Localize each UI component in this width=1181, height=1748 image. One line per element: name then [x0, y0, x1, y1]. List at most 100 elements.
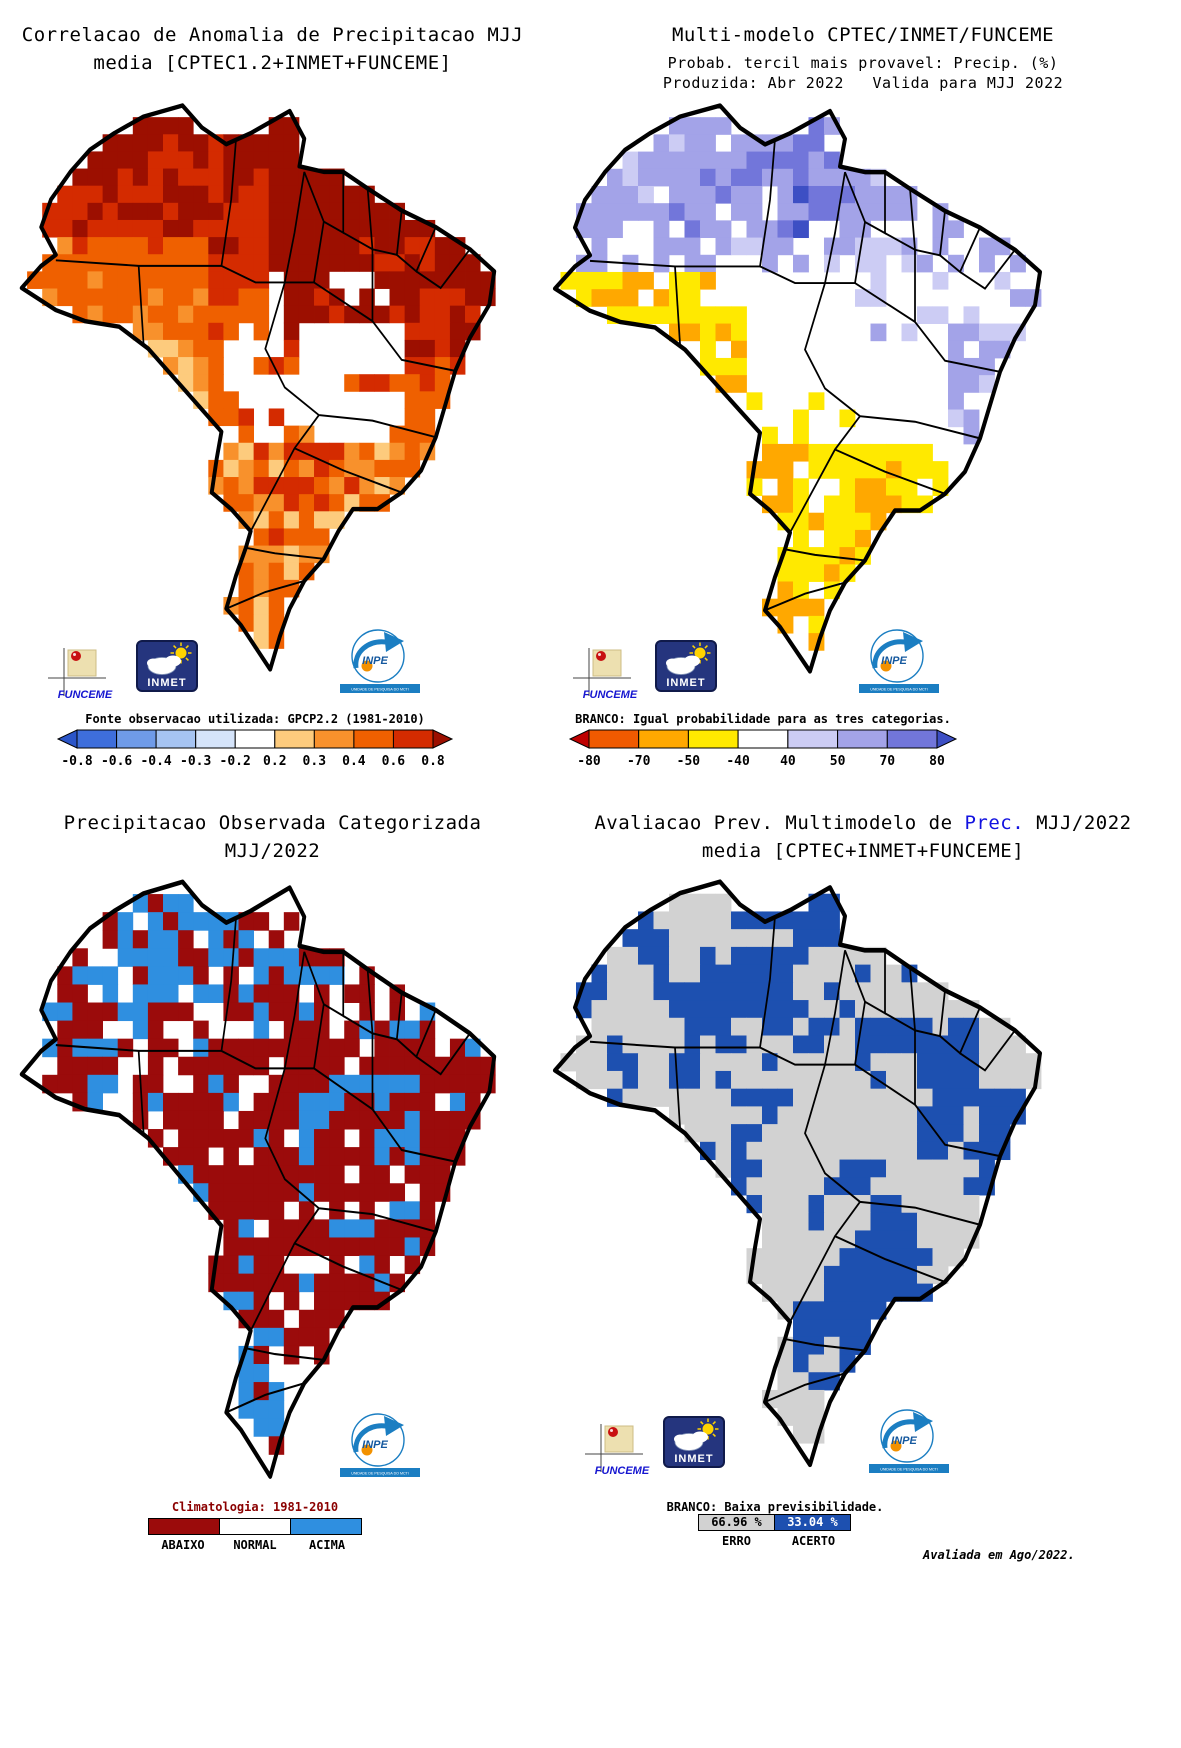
map-tercile-brazil: [553, 103, 1042, 674]
svg-text:-0.8: -0.8: [61, 754, 92, 769]
state-boundaries: [55, 138, 471, 610]
colorbar: -0.8 -0.6 -0.4 -0.3 -0.2 0.2 0.3 0.4 0.6 0.8: [56, 729, 454, 769]
inmet-logo: INMET: [136, 640, 198, 700]
panel-evaluation: Avaliacao Prev. Multimodelo de Prec. MJJ…: [545, 800, 1181, 1630]
panel3-title-line2: MJJ/2022: [224, 840, 321, 862]
svg-text:INPE: INPE: [891, 1435, 917, 1447]
panel3-title-line1: Precipitacao Observada Categorizada: [63, 812, 482, 834]
svg-text:FUNCEME: FUNCEME: [595, 1465, 650, 1477]
state-boundaries: [55, 916, 471, 1414]
svg-text:INMET: INMET: [147, 677, 186, 689]
svg-text:UNIDADE DE PESQUISA DO MCTI: UNIDADE DE PESQUISA DO MCTI: [880, 1468, 938, 1472]
panel2-title-line2: Probab. tercil mais provavel: Precip. (%…: [667, 54, 1059, 72]
observed-legend: Climatologia: 1981-2010 ABAIXO NORMAL ACIMA: [120, 1500, 390, 1552]
panel4-title-line1: Avaliacao Prev. Multimodelo de Prec. MJJ…: [545, 812, 1181, 834]
legend-label-normal: NORMAL: [233, 1538, 277, 1552]
stat-box-acerto: 33.04 %: [774, 1514, 851, 1531]
inmet-logo: INMET: [655, 640, 717, 700]
svg-text:-40: -40: [726, 754, 750, 769]
svg-text:-0.2: -0.2: [220, 754, 251, 769]
inpe-logo: INPE UNIDADE DE PESQUISA DO MCTI: [338, 1412, 422, 1482]
panel2-title-line3: Produzida: Abr 2022 Valida para MJJ 2022: [662, 74, 1064, 92]
climatology-note: Climatologia: 1981-2010: [171, 1500, 339, 1514]
svg-text:INMET: INMET: [674, 1453, 713, 1465]
svg-text:INMET: INMET: [666, 677, 705, 689]
country-outline: [19, 879, 497, 1479]
colorbar-tercile: BRANCO: Igual probabilidade para as tres…: [567, 712, 959, 777]
legend-box-abaixo: [147, 1518, 220, 1535]
colorbar: -80 -70 -50 -40 40 50 70 80: [568, 729, 958, 769]
stat-labels: ERRO ACERTO: [695, 1531, 855, 1548]
legend-label-acima: ACIMA: [308, 1538, 346, 1552]
svg-text:70: 70: [879, 754, 895, 769]
panel2-title-line1: Multi-modelo CPTEC/INMET/FUNCEME: [671, 24, 1055, 46]
svg-text:40: 40: [780, 754, 796, 769]
svg-text:-0.6: -0.6: [101, 754, 132, 769]
funceme-logo: FUNCEME: [48, 644, 122, 706]
category-legend-bar: [120, 1518, 390, 1535]
legend-box-acima: [289, 1518, 362, 1535]
evaluation-note: BRANCO: Baixa previsibilidade.: [666, 1500, 884, 1514]
country-outline: [553, 103, 1042, 674]
panel-observed: Precipitacao Observada Categorizada MJJ/…: [0, 800, 545, 1600]
stat-label-erro: ERRO: [722, 1534, 751, 1548]
svg-text:50: 50: [830, 754, 846, 769]
map-grid: [27, 117, 496, 649]
state-boundaries: [589, 138, 1016, 612]
colorbar-label: BRANCO: Igual probabilidade para as tres…: [575, 712, 951, 726]
svg-text:FUNCEME: FUNCEME: [58, 689, 113, 701]
category-legend-labels: ABAIXO NORMAL ACIMA: [120, 1535, 390, 1552]
panel4-title-part: Prec.: [964, 812, 1025, 834]
panel4-title-part: Avaliacao Prev. Multimodelo de: [594, 812, 965, 834]
svg-text:UNIDADE DE PESQUISA DO MCTI: UNIDADE DE PESQUISA DO MCTI: [351, 688, 409, 692]
legend-box-normal: [218, 1518, 291, 1535]
country-outline: [553, 879, 1042, 1468]
stat-label-acerto: ACERTO: [791, 1534, 836, 1548]
panel-tercile-forecast: Multi-modelo CPTEC/INMET/FUNCEME Probab.…: [545, 14, 1181, 786]
map-grid: [560, 117, 1042, 651]
panel4-title-line2: media [CPTEC+INMET+FUNCEME]: [701, 840, 1025, 862]
panel4-title-part: MJJ/2022: [1024, 812, 1132, 834]
svg-text:0.3: 0.3: [303, 754, 326, 769]
svg-text:-70: -70: [627, 754, 651, 769]
svg-text:INPE: INPE: [362, 1439, 388, 1451]
funceme-logo: FUNCEME: [573, 644, 647, 706]
svg-text:0.6: 0.6: [382, 754, 406, 769]
inpe-logo: INPE UNIDADE DE PESQUISA DO MCTI: [338, 628, 422, 698]
svg-text:-0.4: -0.4: [140, 754, 171, 769]
svg-text:INPE: INPE: [362, 655, 388, 667]
svg-text:INPE: INPE: [881, 655, 907, 667]
colorbar-label: Fonte observacao utilizada: GPCP2.2 (198…: [85, 712, 425, 726]
svg-text:UNIDADE DE PESQUISA DO MCTI: UNIDADE DE PESQUISA DO MCTI: [870, 688, 928, 692]
svg-text:0.4: 0.4: [342, 754, 366, 769]
funceme-logo: FUNCEME: [585, 1420, 659, 1482]
map-observed-brazil: [19, 879, 497, 1479]
svg-text:80: 80: [929, 754, 945, 769]
map-grid: [42, 894, 496, 1455]
map-evaluation-brazil: [553, 879, 1042, 1468]
evaluation-footnote: Avaliada em Ago/2022.: [923, 1548, 1075, 1562]
evaluation-stats: 66.96 % 33.04 % ERRO ACERTO: [695, 1514, 855, 1548]
panel1-title-line2: media [CPTEC1.2+INMET+FUNCEME]: [93, 52, 452, 74]
inpe-logo: INPE UNIDADE DE PESQUISA DO MCTI: [867, 1408, 951, 1478]
svg-text:-0.3: -0.3: [180, 754, 211, 769]
map-correlation-brazil: [19, 103, 497, 672]
svg-text:-80: -80: [577, 754, 601, 769]
inmet-logo: INMET: [663, 1416, 725, 1476]
svg-text:0.8: 0.8: [421, 754, 445, 769]
state-boundaries: [589, 915, 1016, 1403]
stat-boxes: 66.96 % 33.04 %: [695, 1514, 855, 1531]
svg-text:-50: -50: [677, 754, 701, 769]
map-grid: [560, 893, 1042, 1444]
stat-box-erro: 66.96 %: [698, 1514, 775, 1531]
panel-correlation: Correlacao de Anomalia de Precipitacao M…: [0, 14, 545, 786]
country-outline: [19, 103, 497, 672]
colorbar-correlation: Fonte observacao utilizada: GPCP2.2 (198…: [55, 712, 455, 777]
panel1-title-line1: Correlacao de Anomalia de Precipitacao M…: [21, 24, 524, 46]
legend-label-abaixo: ABAIXO: [161, 1538, 205, 1552]
svg-text:0.2: 0.2: [263, 754, 286, 769]
svg-text:FUNCEME: FUNCEME: [583, 689, 638, 701]
inpe-logo: INPE UNIDADE DE PESQUISA DO MCTI: [857, 628, 941, 698]
svg-text:UNIDADE DE PESQUISA DO MCTI: UNIDADE DE PESQUISA DO MCTI: [351, 1472, 409, 1476]
